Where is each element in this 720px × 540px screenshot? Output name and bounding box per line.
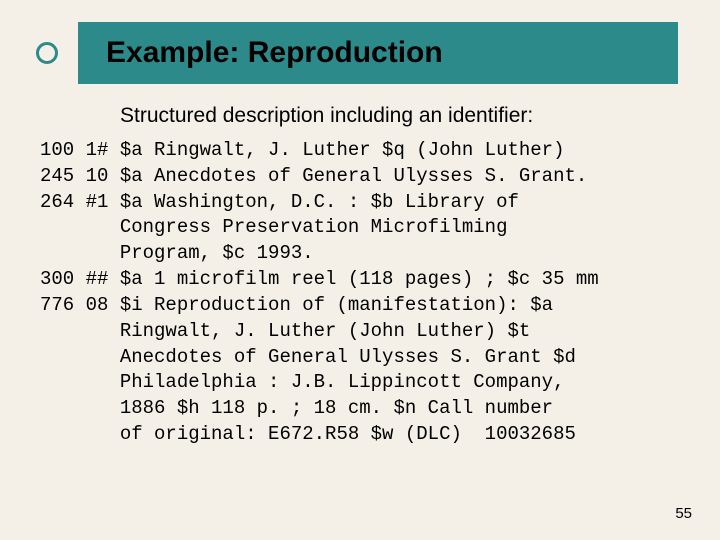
marc-line: 300 ## $a 1 microfilm reel (118 pages) ;… xyxy=(40,268,599,290)
marc-line: Program, $c 1993. xyxy=(40,242,314,264)
marc-line: 264 #1 $a Washington, D.C. : $b Library … xyxy=(40,191,519,213)
marc-line: 100 1# $a Ringwalt, J. Luther $q (John L… xyxy=(40,139,565,161)
marc-line: of original: E672.R58 $w (DLC) 10032685 xyxy=(40,423,576,445)
title-bar: Example: Reproduction xyxy=(78,22,678,84)
marc-record-block: 100 1# $a Ringwalt, J. Luther $q (John L… xyxy=(40,138,690,448)
slide-title: Example: Reproduction xyxy=(106,36,443,70)
page-number: 55 xyxy=(675,505,692,522)
marc-line: 245 10 $a Anecdotes of General Ulysses S… xyxy=(40,165,587,187)
marc-line: Philadelphia : J.B. Lippincott Company, xyxy=(40,371,565,393)
slide-subtitle: Structured description including an iden… xyxy=(120,104,533,128)
marc-line: Congress Preservation Microfilming xyxy=(40,216,507,238)
marc-line: 776 08 $i Reproduction of (manifestation… xyxy=(40,294,553,316)
marc-line: Anecdotes of General Ulysses S. Grant $d xyxy=(40,346,576,368)
bullet-ring-icon xyxy=(36,42,58,64)
marc-line: Ringwalt, J. Luther (John Luther) $t xyxy=(40,320,530,342)
marc-line: 1886 $h 118 p. ; 18 cm. $n Call number xyxy=(40,397,553,419)
